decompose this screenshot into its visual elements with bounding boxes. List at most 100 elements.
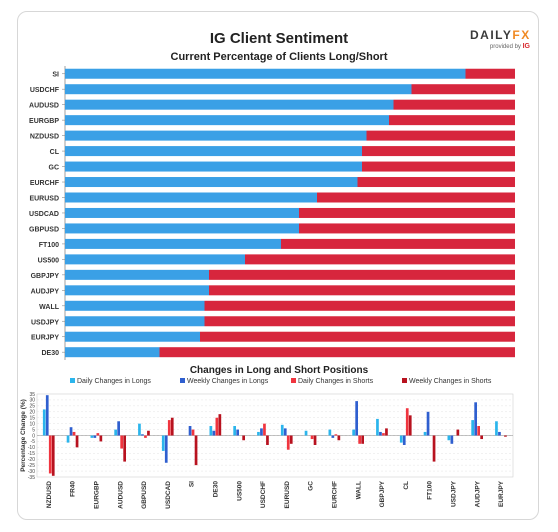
change-bar xyxy=(90,435,94,438)
long-bar xyxy=(65,238,281,249)
change-bar xyxy=(99,435,103,442)
chart1-title: Current Percentage of Clients Long/Short xyxy=(171,51,388,63)
change-bar xyxy=(304,430,308,436)
category-label: CL xyxy=(50,149,60,156)
change-bar xyxy=(147,430,150,436)
logo-sub-text: provided by xyxy=(489,44,521,50)
legend-swatch xyxy=(180,378,185,383)
change-bar xyxy=(144,435,147,438)
x-tick-label: NZDUSD xyxy=(46,481,53,508)
change-bar xyxy=(402,435,406,445)
short-bar xyxy=(281,238,515,249)
short-bar xyxy=(299,207,515,218)
category-label: GC xyxy=(49,165,60,172)
category-label: GBPUSD xyxy=(29,226,59,233)
change-bar xyxy=(337,435,341,441)
change-bar xyxy=(399,435,403,443)
change-bar xyxy=(432,435,436,462)
change-bar xyxy=(504,435,507,437)
long-bar xyxy=(65,146,362,157)
long-bar xyxy=(65,300,205,311)
y-tick-label: -15 xyxy=(28,451,35,457)
x-tick-label: US500 xyxy=(236,481,243,501)
change-bar xyxy=(286,435,290,450)
category-label: EURJPY xyxy=(31,335,59,342)
short-bar xyxy=(159,347,515,358)
short-bar xyxy=(200,331,515,342)
long-bar xyxy=(65,285,209,296)
change-bar xyxy=(450,435,454,444)
y-tick-label: -10 xyxy=(28,445,35,451)
legend-swatch xyxy=(402,378,407,383)
change-bar xyxy=(212,430,216,436)
long-bar xyxy=(65,99,394,110)
short-bar xyxy=(357,177,515,188)
change-bar xyxy=(242,435,245,441)
legend-label: Weekly Changes in Longs xyxy=(187,378,269,385)
change-bar xyxy=(51,435,55,476)
short-bar xyxy=(204,300,515,311)
change-bar xyxy=(328,429,332,436)
category-label: USDCAD xyxy=(29,211,59,218)
long-bar xyxy=(65,84,412,95)
short-bar xyxy=(299,223,515,234)
short-bar xyxy=(411,84,515,95)
logo-accent-text: FX xyxy=(512,28,531,42)
change-bar xyxy=(283,428,287,436)
x-tick-label: FR40 xyxy=(70,481,77,497)
dailyfx-logo: DAILYFX provided by IG xyxy=(470,28,530,50)
short-bar xyxy=(209,285,515,296)
x-tick-label: SI xyxy=(189,481,196,487)
legend-label: Daily Changes in Shorts xyxy=(298,378,374,385)
change-bar xyxy=(477,426,480,436)
change-bar xyxy=(167,420,171,436)
legend-swatch xyxy=(70,378,75,383)
legend-swatch xyxy=(291,378,296,383)
y-tick-label: -30 xyxy=(28,469,35,475)
y-tick-label: 30 xyxy=(29,398,35,404)
change-bar xyxy=(382,433,385,436)
long-bar xyxy=(65,269,209,280)
short-bar xyxy=(389,115,515,126)
long-bar xyxy=(65,192,317,203)
change-bar xyxy=(263,423,266,436)
x-tick-label: GBPUSD xyxy=(141,481,148,509)
x-tick-label: GC xyxy=(308,481,315,491)
y-tick-label: -20 xyxy=(28,457,35,463)
x-tick-label: WALL xyxy=(355,481,362,499)
y-axis-label: Percentage Change (%) xyxy=(20,399,27,472)
short-bar xyxy=(317,192,515,203)
y-tick-label: 35 xyxy=(29,392,35,398)
category-label: WALL xyxy=(39,304,60,311)
change-bar xyxy=(257,431,260,436)
x-tick-label: FT100 xyxy=(427,481,434,500)
change-bar xyxy=(236,429,239,436)
change-bar xyxy=(170,417,174,436)
change-bar xyxy=(123,435,126,462)
change-bar xyxy=(471,420,474,436)
change-bar xyxy=(358,435,361,444)
x-tick-label: GBPJPY xyxy=(379,480,386,507)
y-tick-label: 0 xyxy=(32,433,35,439)
change-bar xyxy=(447,435,451,441)
change-bar xyxy=(480,435,483,440)
category-label: EURGBP xyxy=(29,118,59,125)
change-bar xyxy=(310,435,314,440)
change-bar xyxy=(426,411,430,436)
change-bar xyxy=(474,402,477,436)
chart2-title: Changes in Long and Short Positions xyxy=(190,365,369,376)
short-bar xyxy=(465,68,515,79)
long-bar xyxy=(65,207,299,218)
logo-ig-text: IG xyxy=(522,43,530,50)
y-tick-label: 20 xyxy=(29,410,35,416)
long-bar xyxy=(65,115,389,126)
change-bar xyxy=(209,426,213,436)
change-bar xyxy=(191,429,195,436)
change-bar xyxy=(266,435,269,445)
change-bar xyxy=(289,435,293,444)
y-tick-label: 10 xyxy=(29,421,35,427)
change-bar xyxy=(376,418,379,436)
y-tick-label: 25 xyxy=(29,404,35,410)
change-bar xyxy=(498,431,501,436)
x-tick-label: DE30 xyxy=(213,481,220,498)
